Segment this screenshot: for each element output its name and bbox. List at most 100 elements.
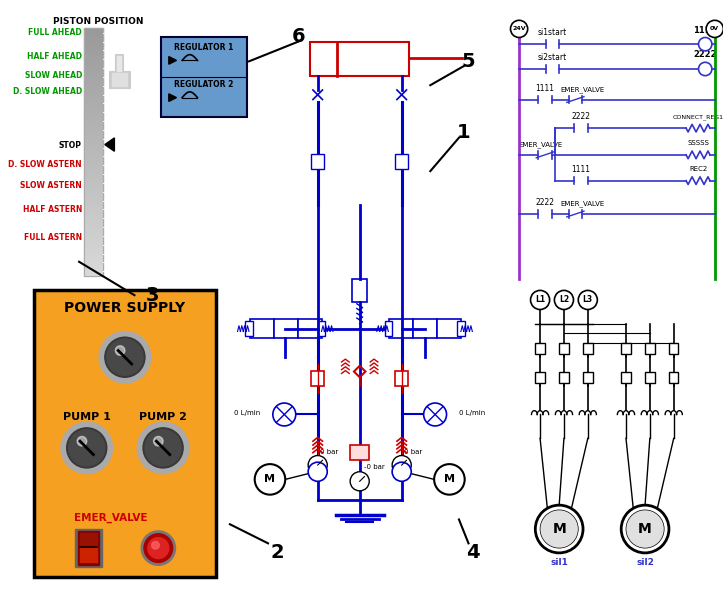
Bar [84, 270, 103, 271]
Bar [84, 28, 103, 29]
Bar [84, 132, 103, 133]
Bar [84, 171, 103, 172]
Text: REC2: REC2 [689, 166, 707, 172]
Bar [84, 69, 103, 70]
Bar [84, 172, 103, 173]
Bar [117, 56, 121, 71]
Text: M: M [265, 474, 276, 484]
Bar [84, 164, 103, 166]
Bar [84, 189, 103, 190]
Bar [84, 225, 103, 227]
Circle shape [308, 456, 327, 475]
Polygon shape [169, 94, 177, 102]
Bar [84, 194, 103, 195]
Text: D. SLOW ASTERN: D. SLOW ASTERN [8, 160, 82, 169]
Bar [84, 85, 103, 86]
Bar [84, 59, 103, 60]
Bar [84, 178, 103, 179]
Bar [84, 274, 103, 275]
Text: EMER_VALVE: EMER_VALVE [518, 142, 562, 148]
Bar [84, 48, 103, 49]
Bar [84, 80, 103, 81]
Bar [84, 166, 103, 167]
Bar [84, 154, 103, 155]
Bar [535, 371, 545, 383]
Bar [84, 127, 103, 128]
Bar [84, 241, 103, 242]
Text: REGULATOR 2: REGULATOR 2 [174, 81, 234, 90]
Bar [84, 229, 103, 230]
Text: si2start: si2start [538, 53, 567, 62]
Bar [84, 114, 103, 115]
Text: 0 bar: 0 bar [320, 448, 338, 454]
Bar [84, 64, 103, 65]
Bar [84, 139, 103, 141]
Bar [84, 35, 103, 36]
Bar [84, 212, 103, 213]
Text: EMER_VALVE: EMER_VALVE [560, 86, 604, 93]
Bar [84, 239, 103, 240]
Circle shape [141, 531, 175, 565]
Bar [84, 217, 103, 218]
Bar [457, 321, 465, 336]
Bar [621, 371, 631, 383]
Bar [389, 319, 413, 338]
Bar [84, 237, 103, 238]
Polygon shape [105, 138, 114, 151]
Bar [84, 28, 103, 276]
Bar [84, 88, 103, 89]
Circle shape [99, 331, 150, 383]
Bar [84, 187, 103, 188]
Text: SLOW AHEAD: SLOW AHEAD [25, 71, 82, 80]
Text: FULL ASTERN: FULL ASTERN [24, 233, 82, 242]
Bar [84, 203, 103, 205]
Bar [84, 30, 103, 31]
Text: 24V: 24V [513, 26, 526, 31]
Bar [84, 206, 103, 208]
Bar [84, 75, 103, 76]
Bar [84, 196, 103, 197]
Circle shape [148, 538, 169, 559]
Bar [84, 86, 103, 87]
Bar [84, 169, 103, 170]
Bar [84, 181, 103, 182]
Bar [84, 47, 103, 48]
Text: 0 L/min: 0 L/min [234, 410, 260, 416]
Bar [84, 176, 103, 177]
Bar [84, 102, 103, 103]
Bar [84, 248, 103, 249]
Bar [583, 371, 593, 383]
Bar [84, 112, 103, 113]
Bar [84, 214, 103, 215]
Text: M: M [638, 522, 652, 536]
Bar [84, 190, 103, 191]
Bar [84, 210, 103, 211]
Circle shape [254, 464, 285, 495]
Bar [84, 167, 103, 168]
Bar [34, 291, 216, 576]
Bar [84, 158, 103, 160]
Bar [84, 272, 103, 273]
Bar [84, 257, 103, 258]
Bar [559, 371, 569, 383]
Bar [84, 209, 103, 210]
Bar [84, 113, 103, 114]
Bar [84, 246, 103, 248]
Bar [111, 73, 126, 86]
Bar [84, 254, 103, 255]
Bar [84, 258, 103, 259]
Bar [84, 104, 103, 105]
Bar [84, 118, 103, 120]
Bar [84, 130, 103, 131]
Bar [84, 199, 103, 200]
Bar [84, 202, 103, 203]
Bar [84, 87, 103, 88]
Bar [84, 261, 103, 262]
Text: PUMP 1: PUMP 1 [63, 413, 111, 422]
Polygon shape [169, 57, 177, 64]
Bar [84, 193, 103, 194]
Text: FULL AHEAD: FULL AHEAD [28, 28, 82, 37]
Bar [84, 105, 103, 106]
Bar [84, 211, 103, 212]
Text: HALF ASTERN: HALF ASTERN [23, 205, 82, 213]
